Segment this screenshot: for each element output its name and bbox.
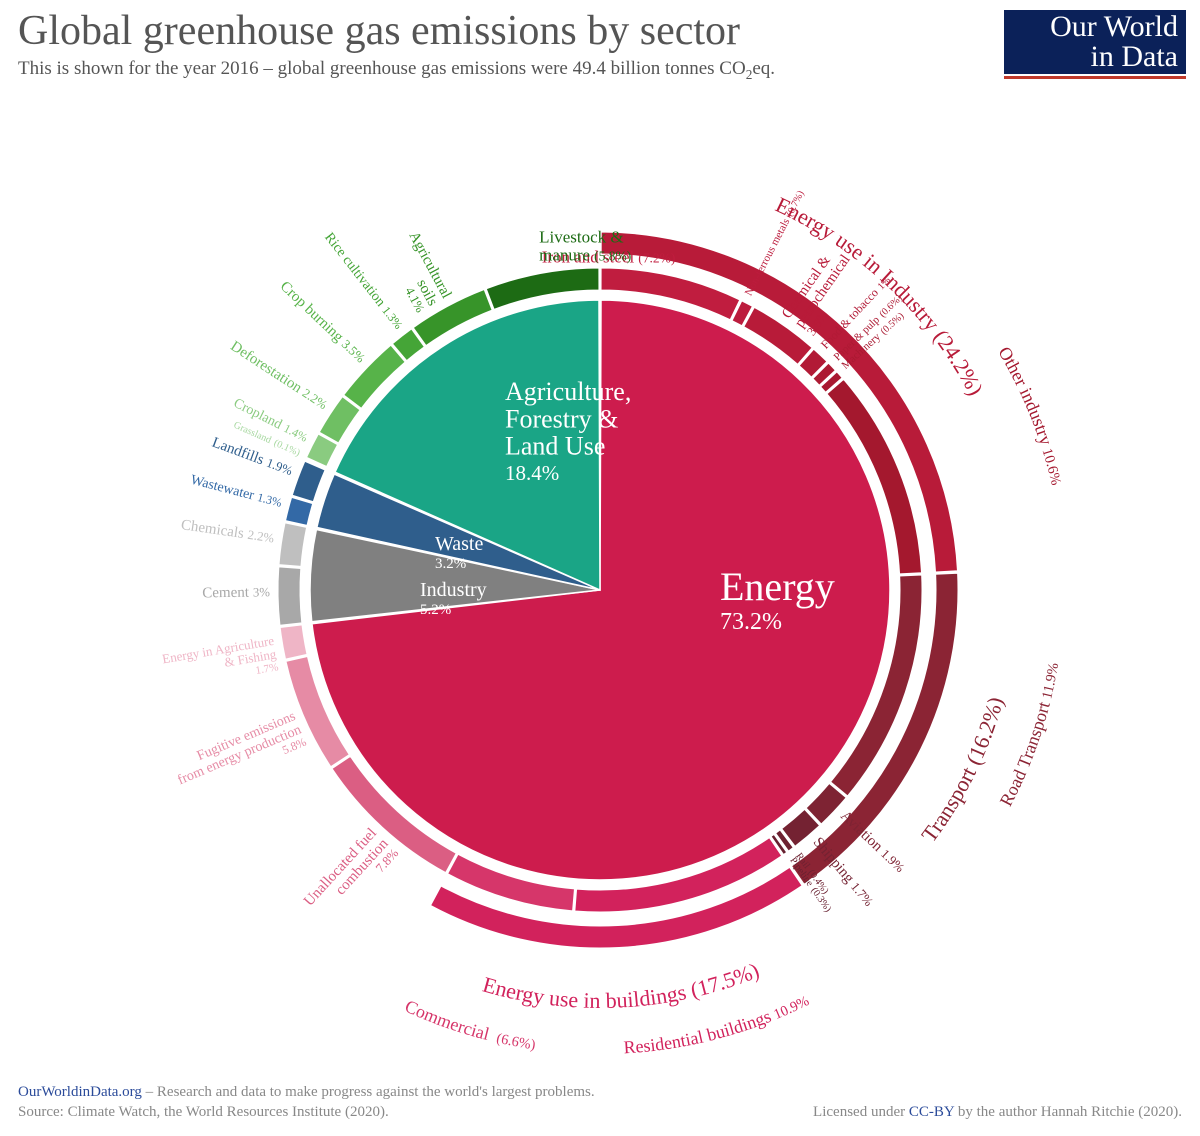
slice-label: Rice cultivation1.3% [321,230,405,332]
footer-license-prefix: Licensed under [813,1104,909,1120]
middle-slice [286,497,313,525]
footer-license-suffix: by the author Hannah Ritchie (2020). [954,1104,1182,1120]
slice-label: Cement3% [202,584,270,601]
slice-label: Energy in Agriculture& Fishing1.7% [161,633,280,692]
slice-label: Agriculturalsoils4.1% [380,229,454,315]
middle-slice [279,523,307,567]
footer-source: Source: Climate Watch, the World Resourc… [18,1102,389,1122]
footer-license-link[interactable]: CC-BY [909,1104,954,1120]
middle-slice [280,625,307,659]
footer-desc: – Research and data to make progress aga… [142,1084,595,1100]
middle-slice [278,567,302,625]
footer-site-link[interactable]: OurWorldinData.org [18,1084,142,1100]
group-label: Energy use in buildings (17.5%) [480,957,763,1013]
slice-label: Road Transport11.9% [996,662,1062,810]
slice-label: Wastewater1.3% [189,473,284,511]
sunburst-chart: Energy73.2%Industry5.2%Waste3.2%Agricult… [0,0,1200,1136]
middle-slice [292,461,325,501]
slice-label: Livestock &manure(5.8%) [539,228,631,265]
slice-label: Unallocated fuelcombustion7.8% [301,825,402,929]
slice-label: Other industry10.6% [994,343,1063,487]
slice-label: Crop burning3.5% [277,278,369,366]
slice-label: Fugitive emissionsfrom energy production… [170,709,309,799]
footer: OurWorldinData.org – Research and data t… [18,1082,1182,1123]
slice-label: Chemicals2.2% [180,517,276,546]
